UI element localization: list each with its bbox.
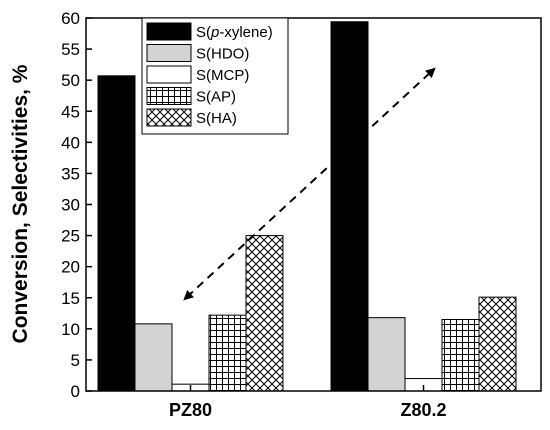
bar — [441, 319, 480, 392]
legend-label: S(HDO) — [196, 46, 249, 63]
plot-frame — [85, 17, 542, 392]
y-tick-label: 50 — [61, 71, 80, 90]
x-category-label: PZ80 — [169, 400, 212, 420]
legend-label: S(MCP) — [196, 67, 249, 84]
legend-label: S(HA) — [196, 110, 237, 127]
bar — [208, 314, 247, 392]
y-tick-label: 40 — [61, 133, 80, 152]
y-ticks: 0 5 10 15 20 25 30 35 40 45 50 55 60 — [61, 9, 92, 401]
bar — [97, 75, 136, 392]
legend-label: S(AP) — [196, 89, 236, 106]
x-categories: PZ80 Z80.2 — [169, 385, 447, 420]
y-tick-label: 35 — [61, 164, 80, 183]
y-tick-label: 45 — [61, 102, 80, 121]
y-tick-label: 5 — [71, 351, 80, 370]
bar — [367, 317, 406, 392]
y-tick-label: 20 — [61, 258, 80, 277]
y-tick-label: 25 — [61, 227, 80, 246]
legend-label: S(p-xylene) — [196, 24, 273, 41]
legend-swatch — [146, 87, 192, 105]
legend-swatch — [146, 65, 192, 84]
y-tick-label: 10 — [61, 320, 80, 339]
y-tick-label: 0 — [71, 382, 80, 401]
bar — [134, 323, 173, 392]
y-tick-label: 55 — [61, 40, 80, 59]
bar — [478, 296, 517, 392]
y-tick-label: 15 — [61, 289, 80, 308]
y-tick-label: 60 — [61, 9, 80, 28]
legend-swatch — [146, 44, 192, 62]
legend-swatch — [146, 22, 192, 41]
bar — [330, 21, 369, 392]
x-category-label: Z80.2 — [400, 400, 446, 420]
y-tick-label: 30 — [61, 196, 80, 215]
y-axis-title: Conversion, Selectivities, % — [9, 64, 32, 343]
bar — [245, 235, 284, 392]
legend: S(p-xylene) S(HDO) S(MCP) S(AP) S(HA) — [141, 17, 289, 135]
legend-swatch — [146, 108, 192, 127]
